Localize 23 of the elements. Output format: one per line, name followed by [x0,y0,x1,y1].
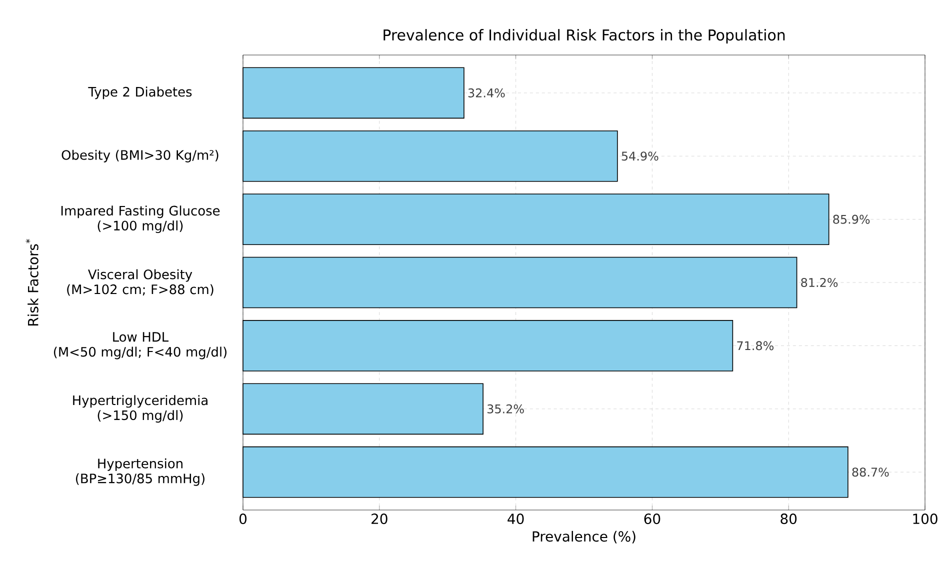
x-tick-label: 60 [644,514,660,524]
x-axis-title: Prevalence (%) [532,530,636,544]
x-tick-label: 0 [239,514,247,524]
chart-title: Prevalence of Individual Risk Factors in the Population [384,29,785,44]
data-label: 32.4% [468,88,505,98]
x-tick-label: 40 [508,514,524,524]
x-tick-label: 80 [780,514,797,524]
x-tick-label: 100 [913,514,938,524]
y-tick-label: Hypertension (BP≥130/85 mmHg) [76,458,204,486]
y-tick-label: Visceral Obesity (M>102 cm; F>88 cm) [67,269,214,296]
y-tick-label: Hypertriglyceridemia (>150 mg/dl) [73,395,208,423]
y-tick-label: Low HDL (M<50 mg/dl; F<40 mg/dl) [54,332,226,360]
data-label: 54.9% [622,152,658,161]
y-axis-title: Risk Factors$^{*}$ [26,238,38,326]
data-label: 81.2% [801,278,838,288]
y-tick-label: Type 2 Diabetes [88,86,192,100]
x-tick-label: 20 [372,514,388,524]
data-label: 71.8% [737,341,774,350]
y-tick-label: Impared Fasting Glucose (>100 mg/dl) [61,206,220,234]
data-label: 35.2% [487,404,524,414]
data-label: 85.9% [833,214,870,224]
y-tick-label: Obesity (BMI>30 Kg/m²) [62,150,218,162]
data-label: 88.7% [852,468,889,477]
